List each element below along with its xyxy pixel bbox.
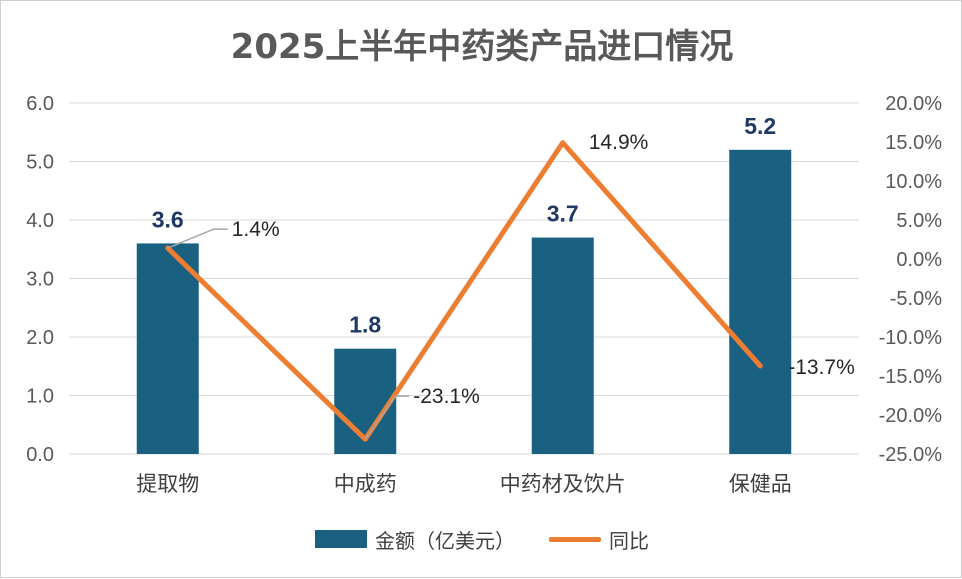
- x-tick-label: 中成药: [334, 472, 397, 496]
- yoy-line: [165, 140, 763, 442]
- y-left-tick-label: 3.0: [26, 269, 54, 291]
- y-right-tick-label: -10.0%: [879, 327, 943, 349]
- y-right-tick-label: 10.0%: [885, 171, 942, 193]
- y-left-tick-label: 1.0: [26, 386, 54, 408]
- y-right-tick-label: 0.0%: [896, 249, 942, 271]
- y-right-tick-label: -20.0%: [879, 405, 943, 427]
- y-right-tick-label: -5.0%: [890, 288, 942, 310]
- y-right-tick-label: -25.0%: [879, 444, 943, 466]
- y-left-tick-label: 0.0: [26, 444, 54, 466]
- legend-swatch-bar: [315, 530, 367, 548]
- line-value-label: 14.9%: [589, 131, 649, 154]
- bar-value-label: 3.7: [547, 201, 579, 227]
- y-left-tick-label: 4.0: [26, 210, 54, 232]
- x-tick-label: 中药材及饮片: [500, 472, 626, 496]
- data-label-leader: [364, 395, 410, 440]
- chart-legend: 金额（亿美元） 同比: [1, 524, 962, 554]
- y-right-tick-label: 15.0%: [885, 132, 942, 154]
- bar-value-label: 3.6: [152, 206, 184, 232]
- y-right-tick-label: 20.0%: [885, 93, 942, 115]
- yoy-point: [560, 140, 566, 146]
- bar: [531, 237, 594, 454]
- legend-swatch-line: [549, 536, 601, 542]
- line-value-label: -23.1%: [413, 385, 480, 408]
- legend-item-yoy: 同比: [549, 525, 649, 554]
- bar: [729, 149, 792, 455]
- legend-label-yoy: 同比: [609, 528, 649, 553]
- yoy-point: [757, 363, 763, 369]
- y-right-tick-label: -15.0%: [879, 366, 943, 388]
- y-left-tick-label: 6.0: [26, 93, 54, 115]
- x-tick-label: 保健品: [729, 472, 792, 496]
- y-left-tick-label: 5.0: [26, 152, 54, 174]
- chart-title: 2025上半年中药类产品进口情况: [230, 27, 734, 67]
- line-value-label: 1.4%: [232, 218, 280, 241]
- x-tick-label: 提取物: [136, 472, 199, 496]
- bar-value-label: 5.2: [744, 113, 776, 139]
- y-left-tick-label: 2.0: [26, 327, 54, 349]
- legend-label-amount: 金额（亿美元）: [375, 528, 515, 553]
- legend-item-amount: 金额（亿美元）: [315, 525, 515, 554]
- y-right-tick-label: 5.0%: [896, 210, 942, 232]
- bar: [136, 243, 199, 454]
- bar-value-label: 1.8: [349, 312, 381, 338]
- data-label-leader: [167, 228, 228, 249]
- line-value-label: -13.7%: [788, 356, 855, 379]
